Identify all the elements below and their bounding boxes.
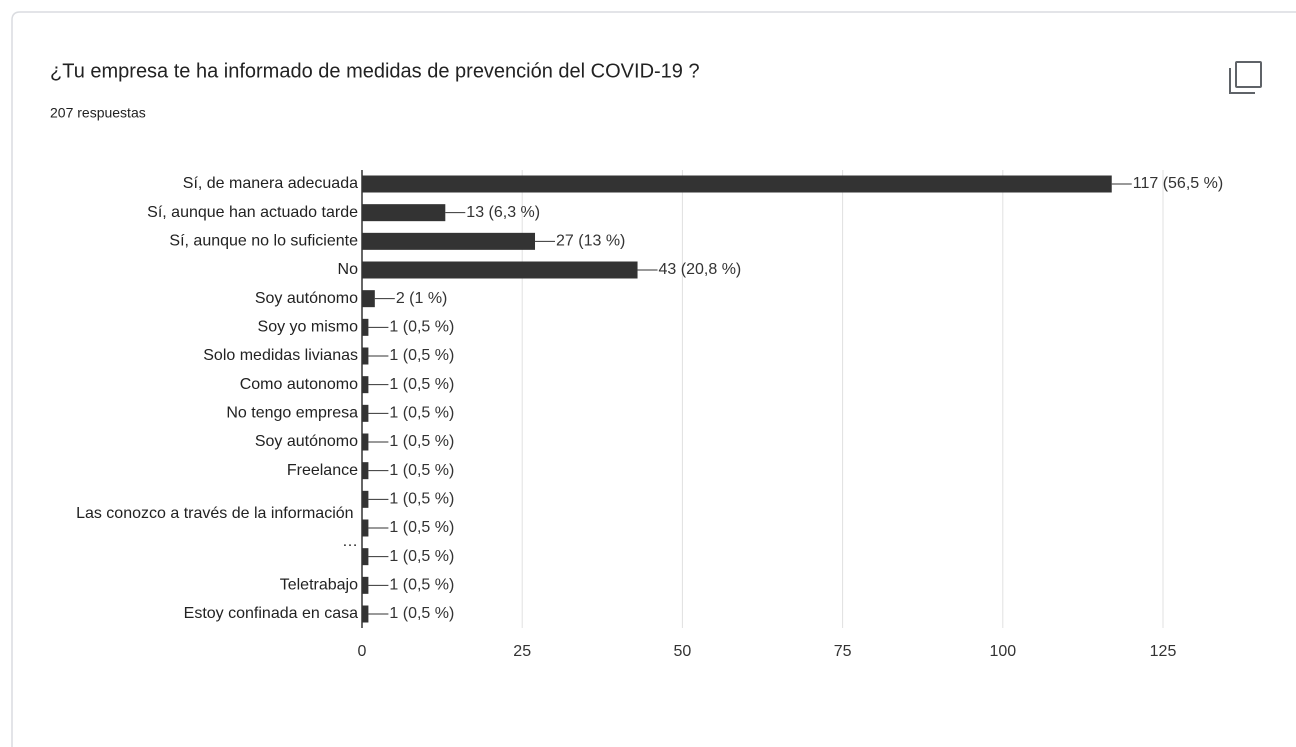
value-label: 1 (0,5 %) (389, 519, 454, 536)
value-label: 1 (0,5 %) (389, 462, 454, 479)
value-label: 13 (6,3 %) (466, 204, 540, 221)
x-tick-label: 100 (989, 643, 1016, 660)
value-label: 117 (56,5 %) (1133, 175, 1223, 192)
bar (362, 519, 369, 537)
x-tick-label: 25 (513, 643, 531, 660)
bar (362, 175, 1112, 193)
value-label: 1 (0,5 %) (389, 548, 454, 565)
label-line: Las conozco a través de la información (76, 505, 358, 522)
y-tick-label: Estoy confinada en casa (184, 605, 358, 622)
response-count: 207 respuestas (50, 105, 146, 121)
bar (362, 318, 369, 336)
y-tick-label: Las conozco a través de la información … (76, 505, 358, 550)
y-tick-label: Como autonomo (240, 376, 358, 393)
bar (362, 404, 369, 422)
x-tick-label: 50 (674, 643, 692, 660)
x-tick-label: 75 (834, 643, 852, 660)
bar (362, 548, 369, 566)
x-tick-label: 0 (358, 643, 367, 660)
question-title: ¿Tu empresa te ha informado de medidas d… (50, 60, 700, 82)
value-label: 1 (0,5 %) (389, 405, 454, 422)
bar (362, 605, 369, 623)
bar (362, 261, 638, 279)
bar (362, 576, 369, 594)
value-label: 1 (0,5 %) (389, 491, 454, 508)
bar (362, 376, 369, 394)
value-label: 1 (0,5 %) (389, 605, 454, 622)
y-tick-label: No tengo empresa (226, 405, 358, 422)
bar (362, 232, 536, 250)
y-tick-label: Teletrabajo (280, 577, 358, 594)
value-label: 1 (0,5 %) (389, 347, 454, 364)
x-tick-label: 125 (1150, 643, 1177, 660)
y-tick-label: No (338, 261, 359, 278)
bar (362, 462, 369, 480)
value-label: 1 (0,5 %) (389, 433, 454, 450)
y-tick-label: Solo medidas livianas (203, 347, 358, 364)
value-label: 2 (1 %) (396, 290, 448, 307)
value-label: 1 (0,5 %) (389, 577, 454, 594)
card-border (11, 11, 1296, 747)
y-tick-label: Sí, aunque han actuado tarde (147, 204, 358, 221)
y-tick-label: Sí, aunque no lo suficiente (169, 233, 358, 250)
bar (362, 433, 369, 451)
y-tick-label: Soy autónomo (255, 433, 358, 450)
value-label: 1 (0,5 %) (389, 319, 454, 336)
value-label: 1 (0,5 %) (389, 376, 454, 393)
y-tick-label: Soy yo mismo (258, 319, 359, 336)
value-label: 27 (13 %) (556, 233, 625, 250)
y-tick-label: Soy autónomo (255, 290, 358, 307)
bar (362, 290, 375, 308)
bar (362, 490, 369, 508)
value-label: 43 (20,8 %) (659, 261, 742, 278)
y-tick-label: Freelance (287, 462, 358, 479)
bar (362, 347, 369, 365)
label-line: … (342, 533, 358, 550)
y-tick-label: Sí, de manera adecuada (183, 175, 358, 192)
bar (362, 204, 446, 222)
copy-icon[interactable] (1229, 61, 1262, 94)
